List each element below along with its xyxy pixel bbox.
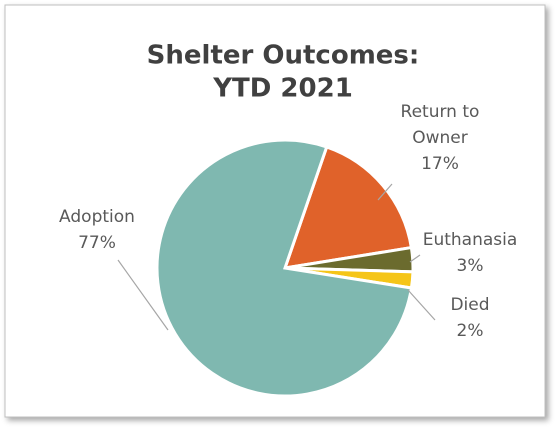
leader-line (377, 183, 393, 201)
leader-line (117, 259, 169, 331)
slice-value-label: 17% (421, 154, 459, 174)
slice-label: Owner (412, 128, 468, 148)
chart-title: YTD 2021 (212, 74, 353, 104)
slice-value-label: 3% (457, 256, 484, 276)
slice-label: Euthanasia (423, 230, 518, 250)
pie-slice (155, 138, 414, 398)
slice-value-label: 2% (457, 321, 484, 341)
leader-line (407, 289, 436, 321)
slice-value-label: 77% (78, 233, 116, 253)
slice-label: Died (450, 295, 489, 315)
leader-line (409, 254, 421, 263)
chart-title: Shelter Outcomes: (147, 41, 420, 71)
slice-label: Return to (401, 102, 480, 122)
slice-label: Adoption (59, 207, 135, 227)
